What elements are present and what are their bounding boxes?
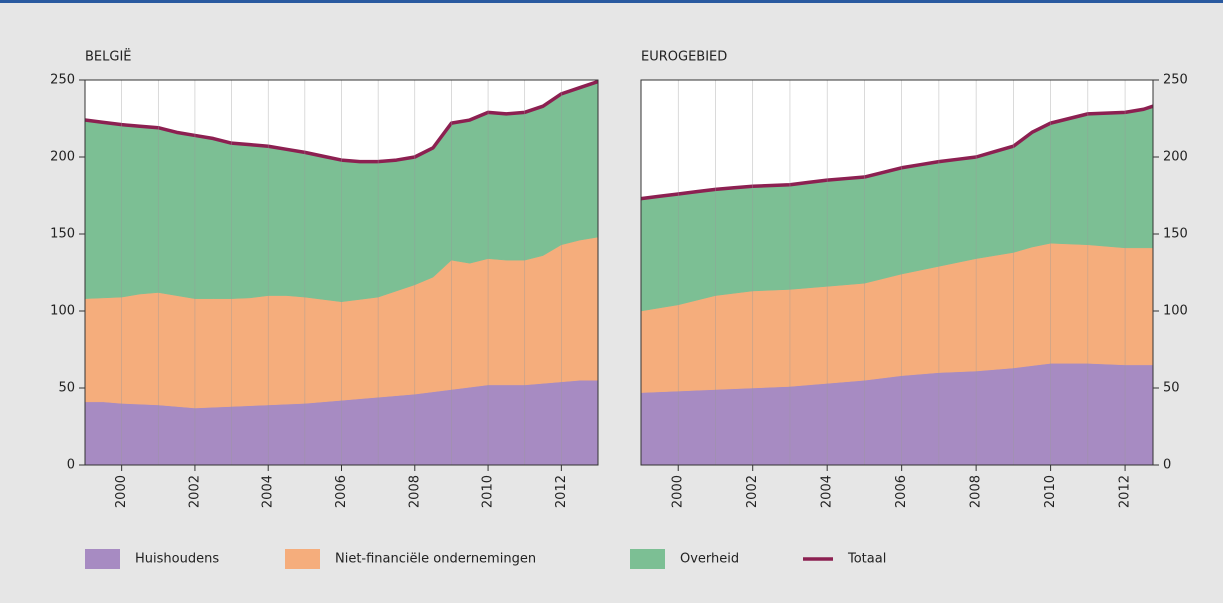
y-tick-label: 0 [1163, 458, 1171, 473]
y-tick-label: 50 [58, 381, 75, 396]
x-tick-label: 2008 [407, 475, 422, 508]
y-tick-label: 150 [1163, 227, 1188, 242]
y-tick-label: 0 [67, 458, 75, 473]
plot-frame [640, 79, 1154, 466]
y-tick-label: 100 [1163, 304, 1188, 319]
x-tick-label: 2002 [187, 475, 202, 508]
x-tick-label: 2010 [481, 475, 496, 508]
legend-label: Huishoudens [135, 552, 219, 567]
x-tick-label: 2006 [334, 475, 349, 508]
panel-title: EUROGEBIED [641, 50, 727, 65]
x-tick-label: 2000 [671, 475, 686, 508]
panel-title: BELGIË [85, 49, 132, 65]
top-rule [0, 0, 1223, 3]
y-tick-label: 200 [50, 150, 75, 165]
x-tick-label: 2006 [894, 475, 909, 508]
x-tick-label: 2004 [261, 475, 276, 508]
legend-swatch [85, 549, 120, 569]
legend-label: Totaal [847, 552, 886, 567]
y-tick-label: 50 [1163, 381, 1180, 396]
legend-swatch [285, 549, 320, 569]
legend-label: Niet-financiële ondernemingen [335, 552, 536, 567]
y-tick-label: 150 [50, 227, 75, 242]
x-tick-label: 2000 [114, 475, 129, 508]
x-tick-label: 2010 [1043, 475, 1058, 508]
y-tick-label: 200 [1163, 150, 1188, 165]
legend-label: Overheid [680, 552, 739, 567]
y-tick-label: 250 [1163, 73, 1188, 88]
x-tick-label: 2004 [820, 475, 835, 508]
y-tick-label: 250 [50, 73, 75, 88]
x-tick-label: 2002 [745, 475, 760, 508]
x-tick-label: 2012 [1118, 475, 1133, 508]
x-tick-label: 2012 [554, 475, 569, 508]
x-tick-label: 2008 [969, 475, 984, 508]
legend-swatch [630, 549, 665, 569]
y-tick-label: 100 [50, 304, 75, 319]
